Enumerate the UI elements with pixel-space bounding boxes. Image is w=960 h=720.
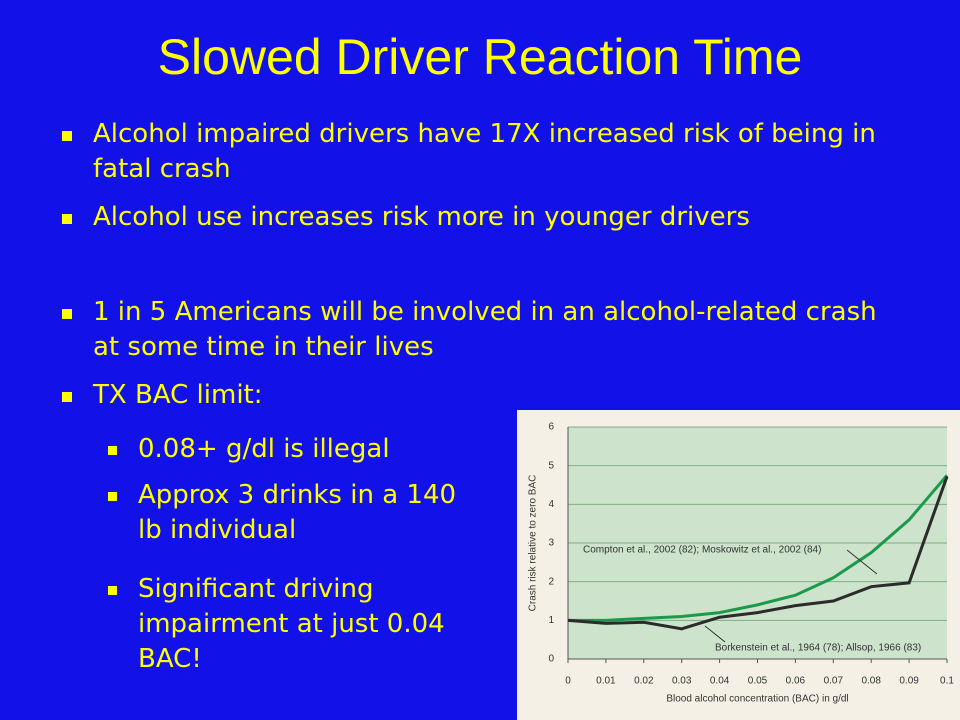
y-axis-title: Crash risk relative to zero BAC (528, 475, 539, 612)
x-tick-label: 0.02 (634, 676, 654, 687)
x-tick-label: 0.03 (672, 676, 692, 687)
y-tick-label: 1 (548, 615, 554, 626)
x-tick-label: 0.05 (748, 676, 768, 687)
x-tick-label: 0.01 (596, 676, 616, 687)
x-tick-label: 0.09 (899, 676, 919, 687)
x-tick-label: 0.06 (786, 676, 806, 687)
series-label: Compton et al., 2002 (82); Moskowitz et … (583, 545, 821, 556)
label-pointer (704, 625, 726, 643)
sub-bullet: Approx 3 drinks in a 140 lb individual (108, 478, 478, 548)
slide-title: Slowed Driver Reaction Time (157, 29, 803, 85)
bullet: TX BAC limit: (62, 378, 893, 413)
bullet: Alcohol impaired drivers have 17X increa… (62, 117, 893, 187)
series-label: Borkenstein et al., 1964 (78); Allsop, 1… (715, 643, 921, 654)
bullet: Alcohol use increases risk more in young… (62, 200, 893, 235)
bullet: 1 in 5 Americans will be involved in an … (62, 295, 893, 365)
x-tick-label: 0 (565, 676, 571, 687)
x-axis-title: Blood alcohol concentration (BAC) in g/d… (666, 694, 848, 705)
x-tick-label: 0.1 (940, 676, 954, 687)
series-line (568, 474, 949, 622)
sub-bullet: Significant driving impairment at just 0… (108, 572, 478, 677)
x-tick-label: 0.08 (861, 676, 881, 687)
y-tick-label: 4 (548, 499, 554, 510)
y-tick-label: 5 (548, 460, 554, 471)
y-tick-label: 6 (548, 422, 554, 433)
chart: 0 1 2 3 4 5 6 0 0.01 0.02 0.03 0.04 0.05 0.06 0.07 0.08… (517, 410, 960, 720)
y-tick-label: 3 (548, 538, 554, 549)
label-pointer (846, 549, 878, 575)
x-tick-label: 0.07 (824, 676, 844, 687)
series-line (567, 475, 949, 631)
x-tick-label: 0.04 (710, 676, 730, 687)
y-tick-label: 2 (548, 576, 554, 587)
sub-bullet: 0.08+ g/dl is illegal (108, 432, 478, 467)
y-tick-label: 0 (548, 654, 554, 665)
